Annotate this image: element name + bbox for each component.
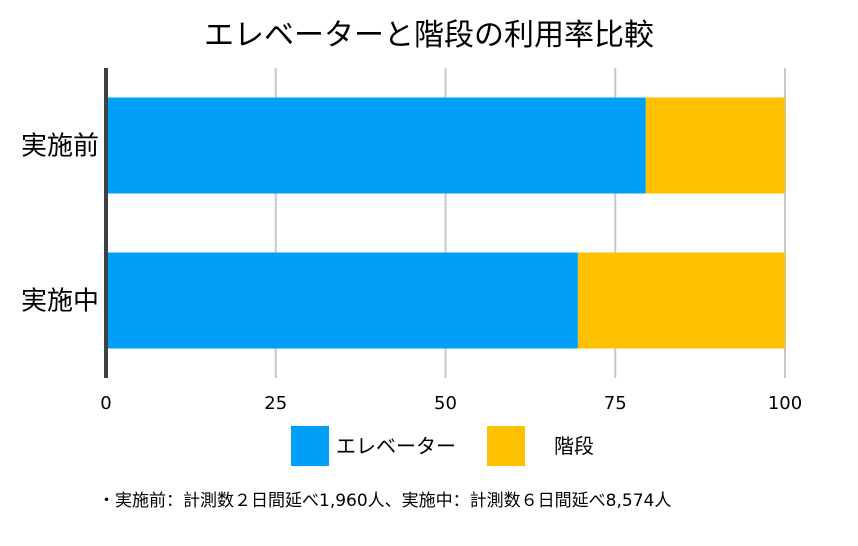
- x-tick-label: 50: [434, 393, 457, 414]
- bar-segment: [106, 97, 646, 194]
- x-tick-label: 75: [604, 393, 627, 414]
- category-label: 実施中: [21, 287, 99, 317]
- x-tick-label: 100: [768, 393, 802, 414]
- footnote: ・実施前：計測数２日間延べ1,960人、実施中：計測数６日間延べ8,574人: [98, 491, 672, 511]
- x-tick-label: 25: [264, 393, 287, 414]
- bar-segment: [106, 252, 578, 349]
- bar-segment: [577, 252, 785, 349]
- legend-swatch: [487, 426, 525, 466]
- legend-swatch: [291, 426, 329, 466]
- chart-title: エレベーターと階段の利用率比較: [204, 18, 654, 53]
- legend-label: 階段: [554, 434, 594, 458]
- legend-label: エレベーター: [336, 434, 456, 458]
- x-tick-label: 0: [100, 393, 111, 414]
- bar-segment: [645, 97, 785, 194]
- category-label: 実施前: [21, 132, 99, 162]
